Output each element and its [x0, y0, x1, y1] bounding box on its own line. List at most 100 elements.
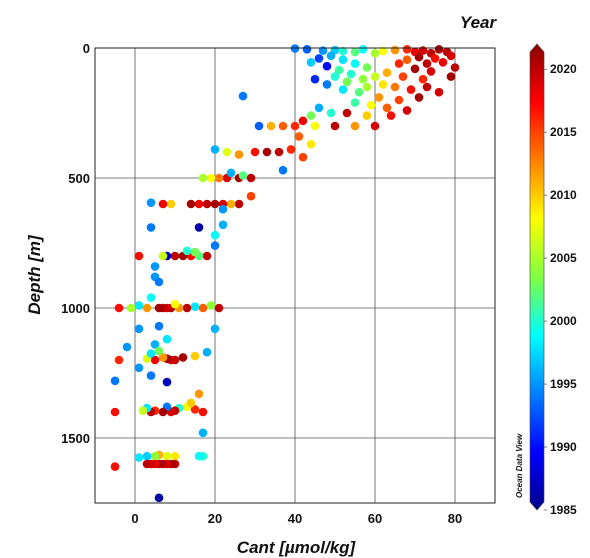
- colorbar-tick-label: 2020: [550, 62, 577, 76]
- data-point: [110, 407, 120, 417]
- data-point: [290, 44, 300, 53]
- data-point: [342, 108, 352, 118]
- data-point: [274, 147, 284, 157]
- data-point: [134, 453, 144, 462]
- data-point: [350, 59, 360, 68]
- data-point: [294, 132, 304, 141]
- data-point: [358, 74, 368, 84]
- data-point: [194, 389, 204, 399]
- data-point: [226, 168, 236, 178]
- data-point: [338, 55, 348, 64]
- data-point: [438, 58, 448, 67]
- data-point: [186, 398, 196, 408]
- data-point: [206, 301, 216, 310]
- data-point: [142, 451, 152, 461]
- data-point: [386, 111, 396, 120]
- data-point: [158, 353, 168, 362]
- data-point: [110, 376, 120, 386]
- data-point: [158, 251, 168, 261]
- y-tick-label: 1000: [61, 301, 90, 316]
- data-point: [226, 199, 236, 209]
- data-point: [190, 405, 200, 414]
- data-point: [382, 68, 392, 77]
- data-point: [150, 262, 160, 271]
- data-point: [234, 199, 244, 209]
- colorbar-tick-labels: 1985 1990 1995 2000 2005 2010 2015 2020: [544, 62, 577, 517]
- data-point: [446, 51, 456, 61]
- data-point: [202, 251, 212, 261]
- data-point: [278, 165, 288, 175]
- data-point: [190, 351, 200, 361]
- data-point: [306, 139, 316, 149]
- data-point: [390, 45, 400, 55]
- colorbar-tick-label: 1990: [550, 440, 577, 454]
- data-point: [218, 204, 228, 214]
- y-tick-label: 1500: [61, 431, 90, 446]
- data-point: [378, 46, 388, 56]
- data-point: [298, 116, 308, 126]
- data-point: [158, 407, 168, 417]
- data-point: [402, 55, 412, 64]
- data-point: [146, 198, 156, 207]
- data-point: [378, 80, 388, 89]
- data-point: [114, 303, 124, 313]
- x-axis-label: Cant [µmol/kg]: [237, 538, 357, 557]
- data-point: [310, 121, 320, 131]
- data-point: [250, 147, 260, 157]
- data-point: [326, 51, 336, 61]
- data-point: [394, 59, 404, 68]
- data-point: [422, 59, 432, 68]
- data-point: [374, 93, 384, 102]
- data-point: [402, 106, 412, 115]
- data-point: [170, 251, 180, 261]
- data-point: [338, 46, 348, 56]
- data-point: [210, 230, 220, 240]
- data-point: [162, 334, 172, 344]
- data-point: [146, 223, 156, 232]
- data-point: [234, 150, 244, 159]
- data-point: [158, 199, 168, 209]
- data-point: [154, 493, 164, 503]
- data-point: [170, 451, 180, 461]
- data-point: [198, 428, 208, 438]
- data-point: [414, 93, 424, 102]
- data-point: [142, 303, 152, 313]
- watermark-text: Ocean Data View: [515, 433, 524, 498]
- data-point: [198, 407, 208, 417]
- data-point: [322, 80, 332, 89]
- colorbar-tick-label: 2015: [550, 125, 577, 139]
- data-point: [138, 406, 148, 416]
- data-point: [146, 371, 156, 380]
- data-point: [370, 72, 380, 81]
- data-point: [186, 199, 196, 209]
- data-point: [306, 111, 316, 120]
- data-point: [134, 301, 144, 310]
- data-point: [366, 100, 376, 110]
- data-point: [110, 462, 120, 471]
- data-point: [198, 303, 208, 313]
- data-point: [278, 121, 288, 131]
- data-point: [410, 64, 420, 74]
- data-point: [434, 87, 444, 97]
- data-point: [146, 293, 156, 302]
- colorbar: Year 1985 1990 1995 2000 2005 2010 2015 2020: [460, 13, 577, 517]
- data-point: [214, 303, 224, 313]
- data-point: [162, 451, 172, 461]
- data-point: [182, 246, 192, 256]
- data-point: [266, 121, 276, 131]
- colorbar-tick-label: 2000: [550, 314, 577, 328]
- data-point: [198, 173, 208, 183]
- x-tick-label: 20: [208, 511, 222, 526]
- data-point: [362, 111, 372, 120]
- data-point: [390, 82, 400, 92]
- data-point: [350, 121, 360, 131]
- data-point: [350, 98, 360, 107]
- data-point: [314, 54, 324, 63]
- data-point: [246, 191, 256, 201]
- colorbar-title: Year: [460, 13, 498, 32]
- data-point: [322, 61, 332, 71]
- data-point: [290, 121, 300, 131]
- data-point: [134, 324, 144, 334]
- y-tick-labels: 0 500 1000 1500: [61, 41, 90, 446]
